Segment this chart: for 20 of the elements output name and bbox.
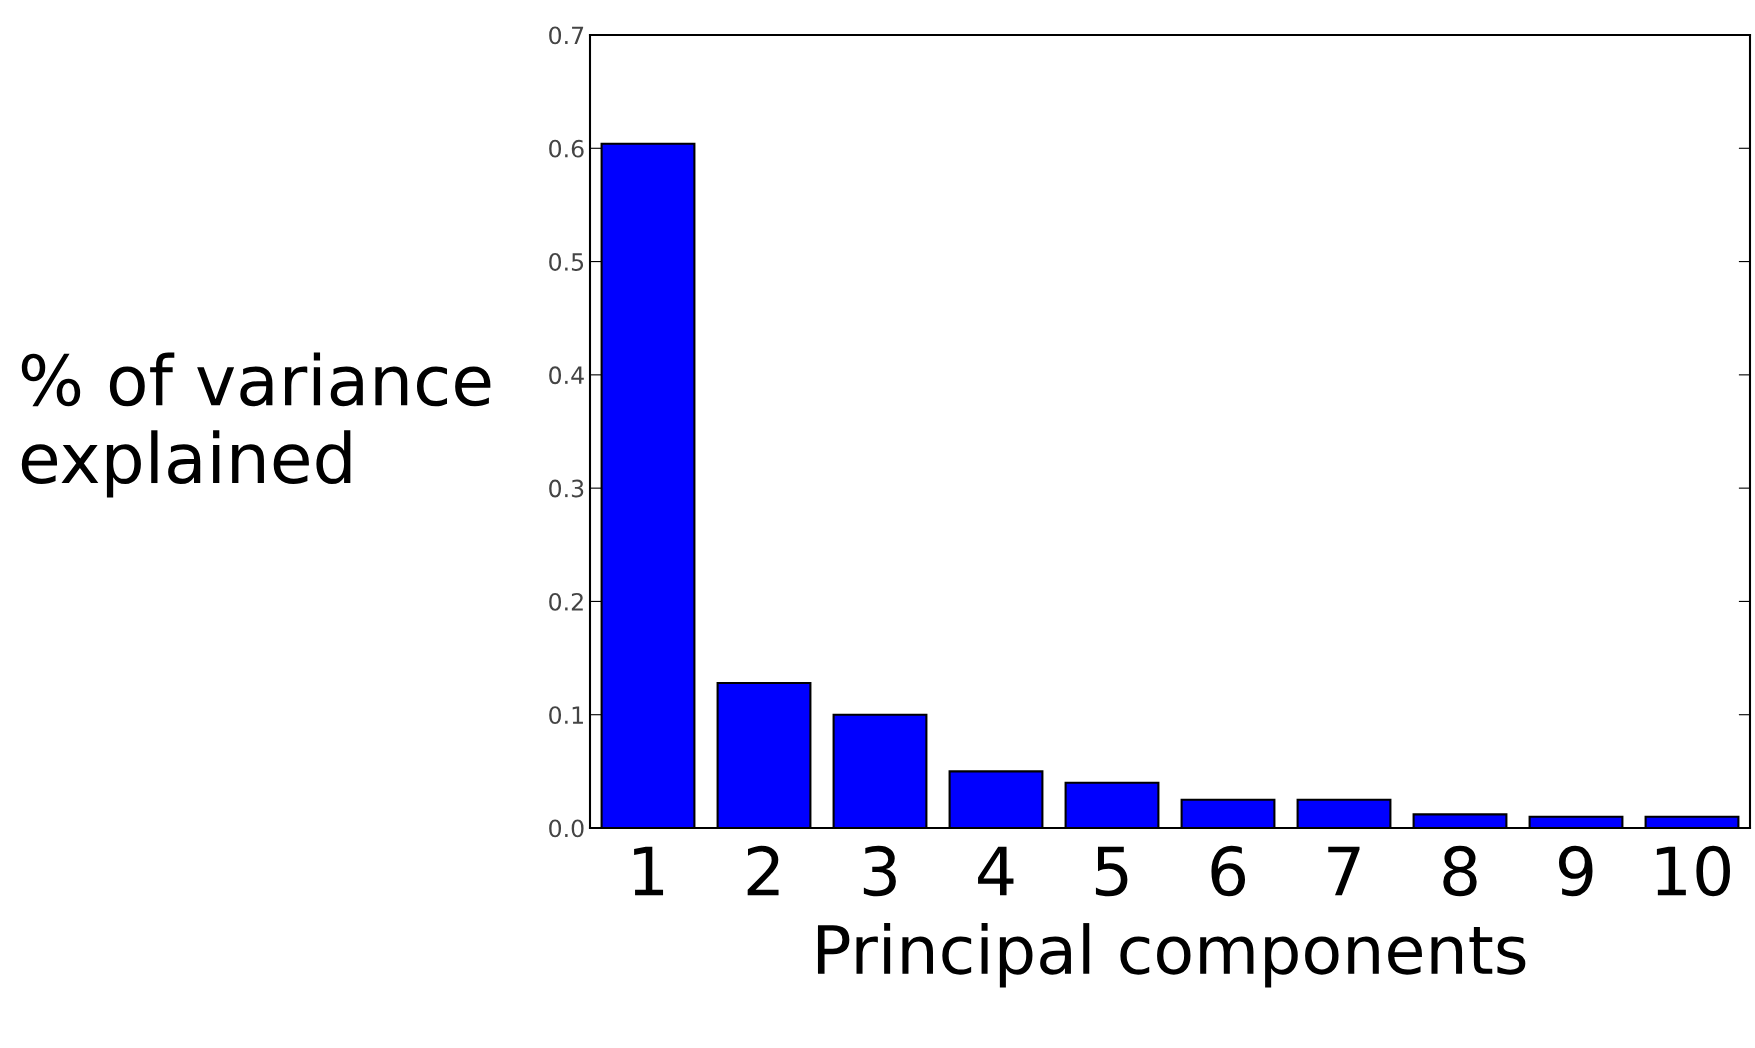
x-tick-label: 9 — [1558, 845, 1593, 897]
x-tick-label: 1 — [634, 846, 664, 896]
y-tick-label: 0.6 — [549, 139, 584, 158]
y-tick-label: 0.0 — [549, 819, 584, 838]
y-tick-label: 0.4 — [549, 366, 584, 385]
y-tick-label: 0.3 — [549, 479, 584, 498]
x-tick-label: 4 — [978, 846, 1014, 896]
x-tick-label: 3 — [863, 845, 896, 897]
y-tick-label: 0.1 — [549, 706, 583, 725]
x-tick-label: 10 — [1656, 845, 1730, 897]
x-axis-title: Principal components — [817, 923, 1526, 988]
y-axis-title: % of variance explained — [21, 352, 491, 498]
x-tick-label: 7 — [1328, 846, 1360, 896]
x-tick-label: 2 — [747, 845, 779, 896]
y-tick-label: 0.2 — [549, 592, 583, 611]
x-tick-label: 8 — [1443, 845, 1477, 897]
y-tick-label: 0.5 — [549, 253, 584, 271]
x-tick-label: 6 — [1211, 845, 1246, 897]
x-tick-label: 5 — [1095, 846, 1128, 897]
y-tick-label: 0.7 — [549, 26, 584, 45]
